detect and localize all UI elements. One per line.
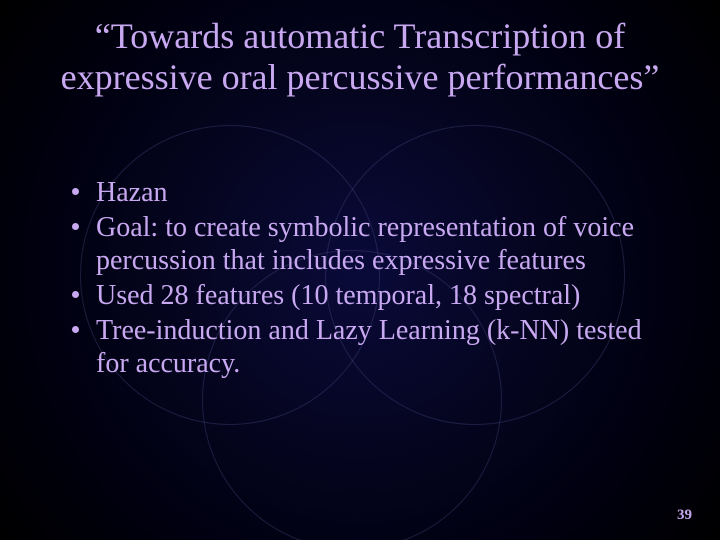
- bullet-text: Goal: to create symbolic representation …: [96, 212, 634, 276]
- bullet-text: Used 28 features (10 temporal, 18 spectr…: [96, 280, 580, 311]
- bullet-text: Tree-induction and Lazy Learning (k-NN) …: [96, 315, 642, 379]
- slide: “Towards automatic Transcription of expr…: [0, 0, 720, 540]
- page-number: 39: [677, 507, 692, 524]
- slide-body: Hazan Goal: to create symbolic represent…: [64, 176, 670, 382]
- bullet-icon: [72, 291, 79, 298]
- bullet-icon: [72, 223, 79, 230]
- list-item: Goal: to create symbolic representation …: [64, 211, 670, 277]
- list-item: Used 28 features (10 temporal, 18 spectr…: [64, 279, 670, 312]
- list-item: Tree-induction and Lazy Learning (k-NN) …: [64, 314, 670, 380]
- bullet-list: Hazan Goal: to create symbolic represent…: [64, 176, 670, 380]
- bullet-text: Hazan: [96, 177, 168, 208]
- bullet-icon: [72, 326, 79, 333]
- slide-title: “Towards automatic Transcription of expr…: [60, 16, 660, 99]
- bullet-icon: [72, 188, 79, 195]
- list-item: Hazan: [64, 176, 670, 209]
